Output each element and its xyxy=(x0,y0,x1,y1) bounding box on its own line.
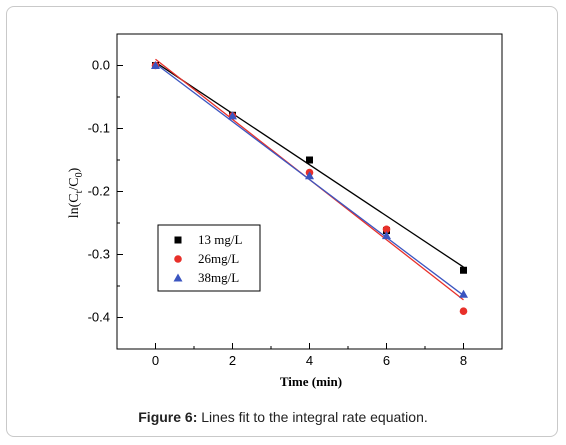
svg-text:ln(Ct/C0): ln(Ct/C0) xyxy=(67,167,85,218)
data-points xyxy=(151,61,468,316)
chart: 0 2 4 6 8 0.0 -0.1 -0.2 -0.3 -0.4 Time (min) ln(… xyxy=(67,33,503,389)
data-point xyxy=(459,289,468,298)
legend-label: 38mg/L xyxy=(198,270,239,285)
legend: 13 mg/L 26mg/L 38mg/L xyxy=(157,224,261,292)
y-tick-label: 0.0 xyxy=(92,58,110,73)
caption-text: Lines fit to the integral rate equation. xyxy=(201,409,428,425)
x-axis: 0 2 4 6 8 xyxy=(116,343,503,368)
data-point xyxy=(460,266,467,274)
legend-marker xyxy=(174,236,182,244)
legend-marker xyxy=(174,255,182,263)
data-point xyxy=(459,307,468,316)
x-axis-title: Time (min) xyxy=(280,374,342,389)
data-point xyxy=(151,61,160,69)
data-point xyxy=(306,156,313,164)
y-tick-label: -0.3 xyxy=(88,247,110,262)
fit-line xyxy=(155,61,464,268)
data-point xyxy=(228,111,237,120)
plot-border xyxy=(116,33,503,350)
legend-marker xyxy=(173,273,183,282)
y-tick-label: -0.2 xyxy=(88,184,110,199)
legend-label: 26mg/L xyxy=(198,251,239,266)
y-tick-label: -0.4 xyxy=(88,310,110,325)
figure-caption: Figure 6: Lines fit to the integral rate… xyxy=(0,409,566,425)
data-point xyxy=(382,231,391,240)
data-point xyxy=(382,225,391,234)
legend-label: 13 mg/L xyxy=(198,232,242,247)
x-tick-label: 8 xyxy=(460,353,467,368)
fit-lines xyxy=(155,58,464,301)
y-axis: 0.0 -0.1 -0.2 -0.3 -0.4 xyxy=(88,33,123,325)
y-axis-title: ln(Ct/C0) xyxy=(67,167,85,218)
caption-label: Figure 6: xyxy=(138,409,198,425)
y-tick-label: -0.1 xyxy=(88,121,110,136)
x-tick-label: 4 xyxy=(306,353,313,368)
plot-area xyxy=(116,33,503,350)
fit-line xyxy=(155,63,464,296)
x-tick-label: 0 xyxy=(152,353,159,368)
data-point xyxy=(305,171,314,180)
x-tick-label: 6 xyxy=(383,353,390,368)
figure-frame xyxy=(6,6,558,437)
x-tick-label: 2 xyxy=(229,353,236,368)
